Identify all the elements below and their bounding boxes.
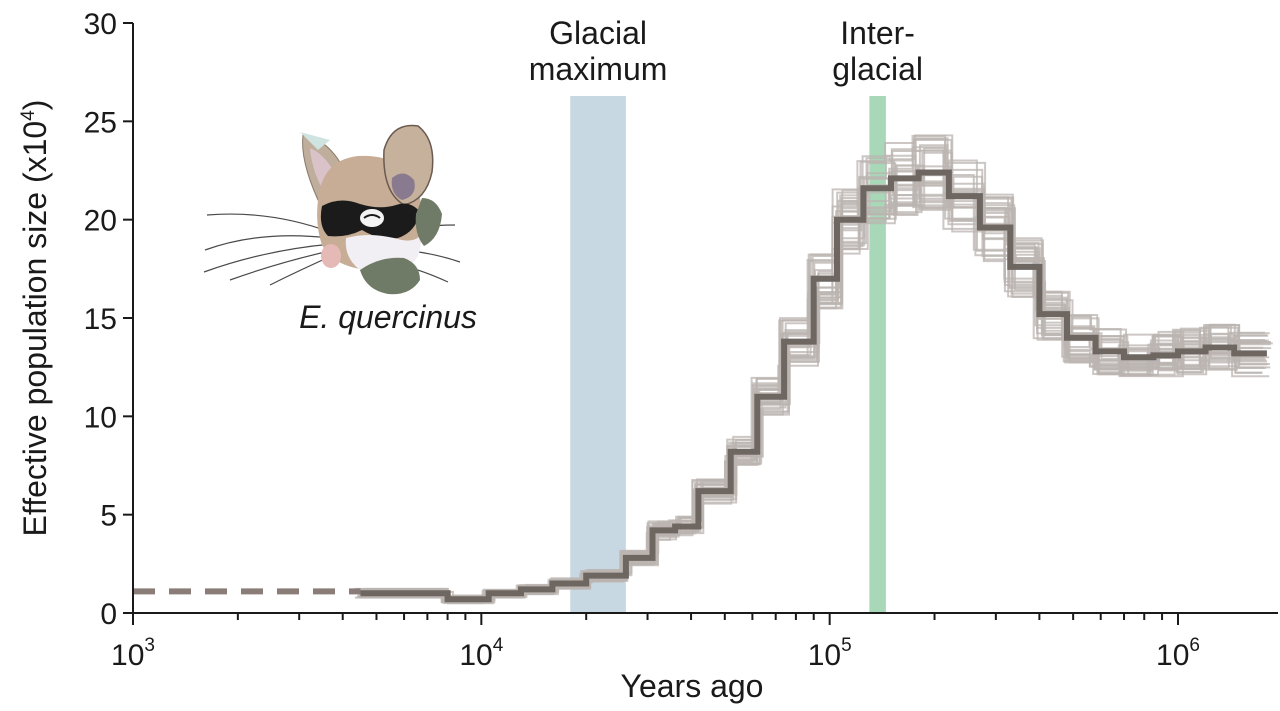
bootstrap-line-25 (365, 162, 1264, 601)
bootstrap-line-12 (356, 175, 1264, 603)
bootstrap-line-22 (366, 169, 1273, 602)
y-ticks: 0 5 10 15 20 25 30 (84, 8, 133, 631)
y-tick-label-15: 15 (84, 303, 117, 336)
band-label-0-line-1: maximum (529, 51, 668, 87)
bootstrap-line-7 (360, 160, 1263, 605)
y-tick-label-20: 20 (84, 205, 117, 238)
bootstrap-line-5 (354, 174, 1263, 601)
y-tick-label-10: 10 (84, 401, 117, 434)
y-tick-label-30: 30 (84, 8, 117, 41)
x-tick-label-0: 103 (111, 635, 155, 672)
bootstrap-line-17 (360, 176, 1270, 599)
dormouse-illustration (203, 124, 461, 295)
bootstrap-line-11 (362, 165, 1271, 598)
x-tick-label-1: 104 (459, 635, 503, 672)
band-label-1-line-1: glacial (832, 51, 923, 87)
species-label: E. quercinus (299, 299, 477, 335)
bootstrap-line-3 (354, 159, 1263, 600)
bootstrap-replicates (354, 134, 1273, 605)
bootstrap-line-0 (361, 164, 1270, 600)
band-1 (869, 96, 886, 613)
y-tick-label-25: 25 (84, 106, 117, 139)
period-bands (570, 96, 886, 613)
y-tick-label-0: 0 (100, 598, 117, 631)
main-line (360, 169, 1267, 603)
bootstrap-line-2 (358, 184, 1268, 604)
x-axis-label: Years ago (621, 668, 764, 704)
x-ticks: 103 104 105 106 (111, 613, 1200, 672)
bootstrap-line-14 (365, 170, 1262, 605)
bootstrap-line-16 (358, 178, 1270, 602)
y-axis-label: Effective population size (x104) (17, 100, 53, 537)
bootstrap-line-21 (366, 164, 1265, 601)
band-label-1-line-0: Inter- (840, 15, 915, 51)
y-tick-label-5: 5 (100, 500, 117, 533)
band-0 (570, 96, 626, 613)
x-tick-label-2: 105 (808, 635, 852, 672)
main-series (360, 169, 1267, 603)
x-tick-label-3: 106 (1156, 635, 1200, 672)
bootstrap-line-28 (366, 172, 1262, 602)
bootstrap-line-9 (357, 170, 1265, 602)
bootstrap-line-6 (363, 184, 1267, 599)
band-label-0-line-0: Glacial (549, 15, 647, 51)
